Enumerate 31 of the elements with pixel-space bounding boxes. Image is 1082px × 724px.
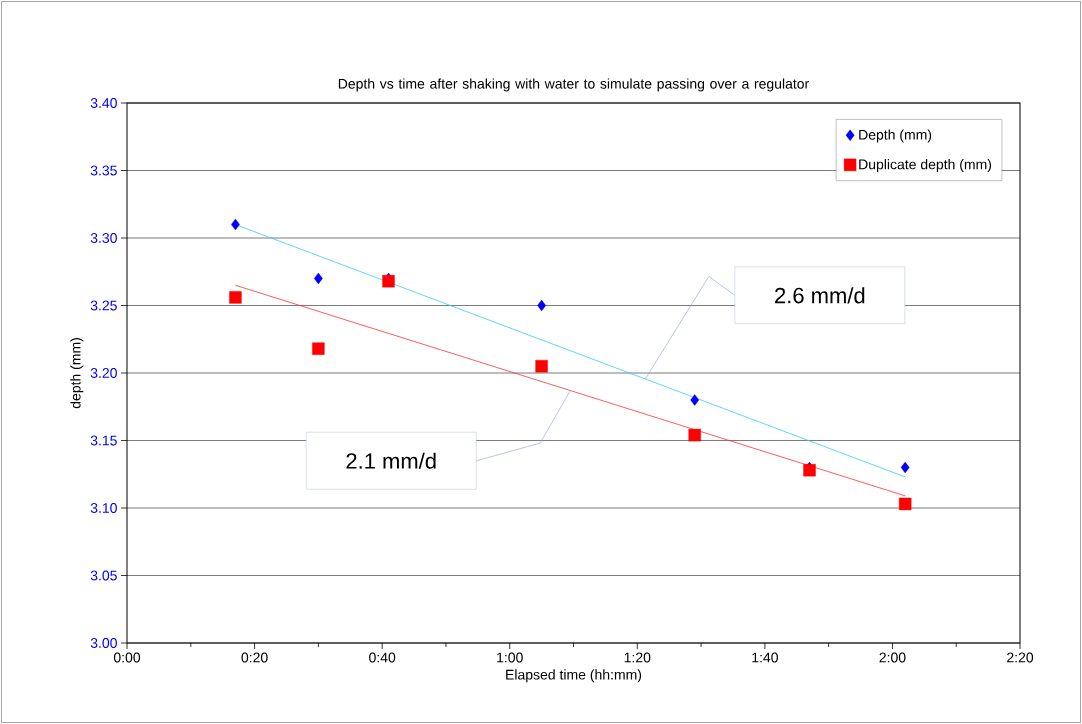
x-tick-label: 1:00 [497,652,523,663]
y-tick-label: 3.05 [90,570,117,581]
annotation: 2.6 mm/d [775,287,865,304]
x-tick-label: 1:40 [752,652,778,663]
legend-label: Depth (mm) [859,129,932,143]
chart-title: Depth vs time after shaking with water to simulate passing over a regulator [338,78,809,92]
x-tick-label: 0:00 [113,652,141,663]
x-axis-title: Elapsed time (hh:mm) [506,669,642,683]
x-tick-label: 0:20 [241,652,268,663]
point [688,428,701,442]
y-axis-title: depth (mm) [70,338,84,409]
point [535,360,548,373]
point [690,394,700,406]
y-tick-label: 3.30 [90,233,117,243]
point [898,497,912,511]
y-tick-label: 3.15 [90,435,117,446]
point [900,461,910,474]
y-tick-label: 3.25 [90,300,117,311]
y-tick-label: 3.20 [90,368,117,378]
x-tick-label: 1:20 [624,652,651,663]
y-tick-label: 3.35 [90,165,117,176]
point [312,342,325,355]
point [229,291,242,304]
legend-label: Duplicate depth (mm) [859,159,992,173]
y-tick-label: 3.10 [90,503,117,513]
x-tick-label: 0:40 [369,652,396,663]
y-tick-label: 3.40 [90,98,117,108]
annotation: 2.1 mm/d [346,452,436,469]
x-tick-label: 2:00 [879,652,906,663]
x-tick-label: 2:20 [1007,652,1034,663]
y-tick-label: 3.00 [90,638,117,648]
